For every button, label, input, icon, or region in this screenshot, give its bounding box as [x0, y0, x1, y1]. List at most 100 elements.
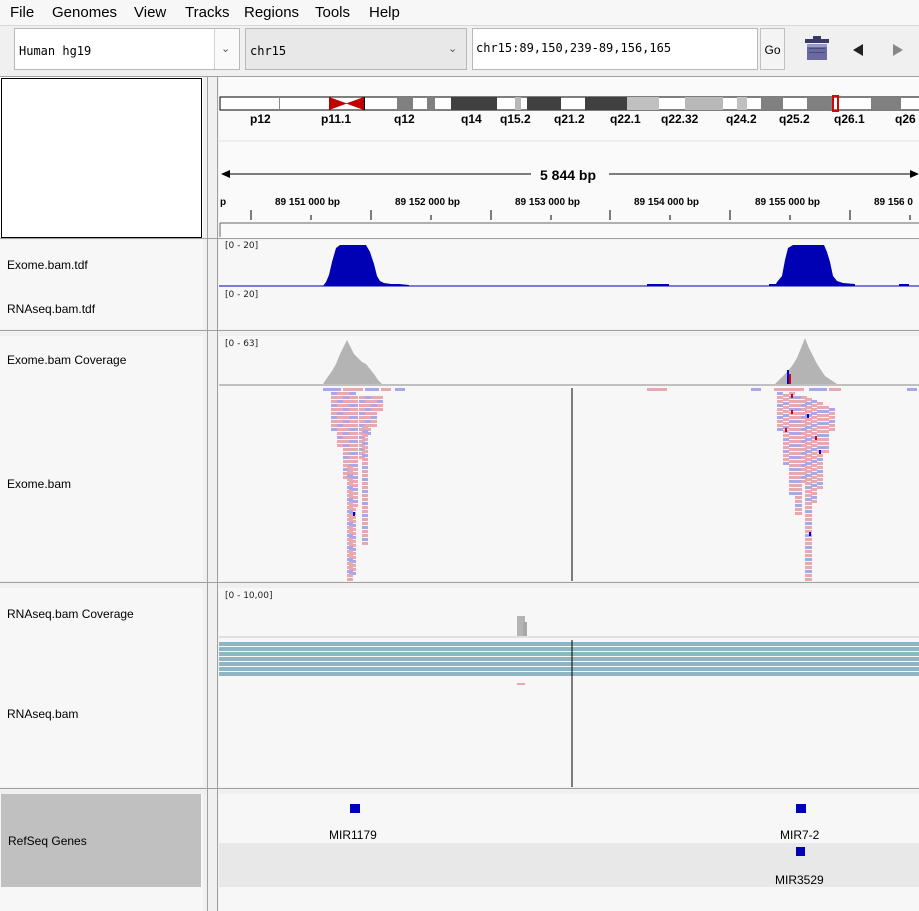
- menu-file[interactable]: File: [10, 4, 35, 21]
- refseq-track[interactable]: MIR1179 MIR7-2 MIR3529: [219, 794, 919, 911]
- genome-dropdown-arrow[interactable]: ⌄: [214, 29, 239, 69]
- read: [817, 462, 823, 465]
- read: [359, 428, 365, 431]
- read: [783, 426, 789, 429]
- read: [347, 550, 353, 553]
- chromosome-dropdown[interactable]: chr15 ⌄: [245, 28, 467, 70]
- go-button[interactable]: Go: [760, 28, 785, 70]
- gene-feature-mir3529[interactable]: [796, 847, 805, 856]
- read: [331, 420, 337, 423]
- gene-feature-mir1179[interactable]: [350, 804, 360, 813]
- rnaseq-bam-svg[interactable]: [219, 588, 919, 787]
- read: [362, 442, 368, 445]
- read: [349, 528, 356, 531]
- read: [362, 526, 368, 529]
- read: [774, 388, 804, 391]
- read: [795, 496, 802, 499]
- exome-bam-svg[interactable]: [219, 336, 919, 581]
- read: [349, 460, 356, 463]
- read: [347, 570, 353, 573]
- read: [805, 470, 812, 473]
- read: [815, 436, 817, 440]
- read: [801, 452, 807, 455]
- refseq-name-box[interactable]: RefSeq Genes: [1, 794, 201, 887]
- read: [349, 536, 356, 539]
- read: [805, 454, 812, 457]
- read: [789, 472, 795, 475]
- read: [349, 568, 356, 571]
- read-row: [219, 652, 919, 656]
- ruler-tick-label: 89 154 000 bp: [634, 197, 699, 208]
- read: [362, 506, 368, 509]
- forward-arrow-icon[interactable]: [892, 43, 904, 62]
- read: [789, 456, 795, 459]
- track-name-exome-tdf[interactable]: Exome.bam.tdf: [7, 258, 88, 272]
- genome-dropdown[interactable]: Human hg19 ⌄: [14, 28, 240, 70]
- read: [805, 410, 812, 413]
- read: [353, 400, 358, 403]
- data-range: [0 - 20]: [225, 290, 259, 300]
- track-name-rnaseq-bam[interactable]: RNAseq.bam: [7, 707, 79, 721]
- ruler-tick-label: p: [220, 197, 226, 208]
- exome-tdf-track[interactable]: [219, 240, 919, 329]
- read: [811, 452, 817, 455]
- read: [347, 562, 353, 565]
- read: [353, 460, 358, 463]
- track-name-exome-bam[interactable]: Exome.bam: [7, 477, 72, 491]
- track-name-rnaseq-coverage[interactable]: RNAseq.bam Coverage: [7, 607, 134, 621]
- chromosome-ideogram[interactable]: [219, 95, 919, 112]
- read: [801, 432, 807, 435]
- menu-tools[interactable]: Tools: [315, 4, 351, 21]
- read: [795, 508, 802, 511]
- read: [817, 430, 823, 433]
- read: [337, 420, 343, 423]
- read: [777, 400, 783, 403]
- read: [347, 522, 353, 525]
- read: [805, 434, 812, 437]
- read: [805, 574, 812, 577]
- read: [805, 510, 812, 513]
- menu-regions[interactable]: Regions: [244, 4, 300, 21]
- read: [805, 554, 812, 557]
- read: [349, 572, 356, 575]
- read: [777, 392, 783, 395]
- exome-tdf-peak-2: [775, 245, 855, 286]
- read: [353, 504, 358, 507]
- exome-reads: [323, 388, 917, 581]
- read: [801, 420, 807, 423]
- read: [783, 438, 789, 441]
- home-icon[interactable]: [803, 36, 831, 67]
- read: [349, 400, 356, 403]
- read: [337, 436, 343, 439]
- read: [789, 408, 795, 411]
- read: [343, 468, 349, 471]
- read: [817, 478, 823, 481]
- menu-genomes[interactable]: Genomes: [52, 4, 118, 21]
- read: [377, 396, 383, 399]
- ruler-tick-label: 89 153 000 bp: [515, 197, 580, 208]
- locus-input[interactable]: [476, 41, 746, 55]
- locus-box[interactable]: [472, 28, 758, 70]
- read: [359, 408, 365, 411]
- read: [801, 460, 807, 463]
- read: [795, 424, 802, 427]
- menu-view[interactable]: View: [134, 4, 167, 21]
- menu-help[interactable]: Help: [369, 4, 400, 21]
- read: [783, 458, 789, 461]
- read: [777, 428, 783, 431]
- read: [331, 404, 337, 407]
- read: [789, 400, 795, 403]
- read: [783, 454, 789, 457]
- chromosome-dropdown-arrow[interactable]: ⌄: [442, 29, 466, 69]
- gene-feature-mir7-2[interactable]: [796, 804, 806, 813]
- back-arrow-icon[interactable]: [852, 43, 864, 62]
- read: [343, 432, 349, 435]
- track-name-exome-coverage[interactable]: Exome.bam Coverage: [7, 353, 127, 367]
- read: [823, 450, 829, 453]
- read: [789, 404, 795, 407]
- track-name-rnaseq-tdf[interactable]: RNAseq.bam.tdf: [7, 302, 96, 316]
- read: [789, 416, 795, 419]
- read: [349, 488, 356, 491]
- ruler[interactable]: p 89 151 000 bp 89 152 000 bp 89 153 000…: [220, 197, 913, 208]
- menu-tracks[interactable]: Tracks: [185, 4, 230, 21]
